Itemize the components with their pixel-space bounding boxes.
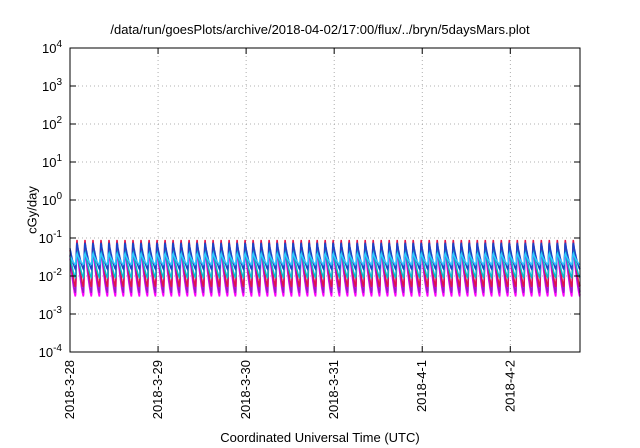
grid-lines — [69, 48, 580, 352]
y-tick-label: 102 — [42, 115, 62, 132]
y-tick-label: 10-1 — [39, 229, 63, 246]
axis-ticks: 10-4 10-3 10-2 10-1 100 101 102 103 104 2018-3-28… — [39, 39, 580, 419]
x-tick-label: 2018-3-29 — [150, 360, 165, 419]
y-tick-label: 103 — [42, 77, 62, 94]
series-line — [69, 242, 581, 272]
y-tick-label: 104 — [42, 39, 62, 56]
y-tick-label: 100 — [42, 191, 62, 208]
x-tick-label: 2018-4-2 — [502, 360, 517, 412]
x-axis-label: Coordinated Universal Time (UTC) — [220, 430, 420, 445]
y-tick-label: 10-3 — [39, 305, 63, 322]
y-tick-label: 10-4 — [39, 343, 63, 360]
x-tick-label: 2018-4-1 — [414, 360, 429, 412]
x-tick-label: 2018-3-28 — [62, 360, 77, 419]
y-axis-label: cGy/day — [24, 186, 40, 234]
x-tick-label: 2018-3-31 — [326, 360, 341, 419]
series-line — [69, 251, 581, 266]
y-tick-label: 10-2 — [39, 267, 63, 284]
series-lines — [69, 239, 581, 297]
x-tick-label: 2018-3-30 — [238, 360, 253, 419]
y-tick-label: 101 — [42, 153, 62, 170]
chart-title: /data/run/goesPlots/archive/2018-04-02/1… — [110, 22, 530, 37]
